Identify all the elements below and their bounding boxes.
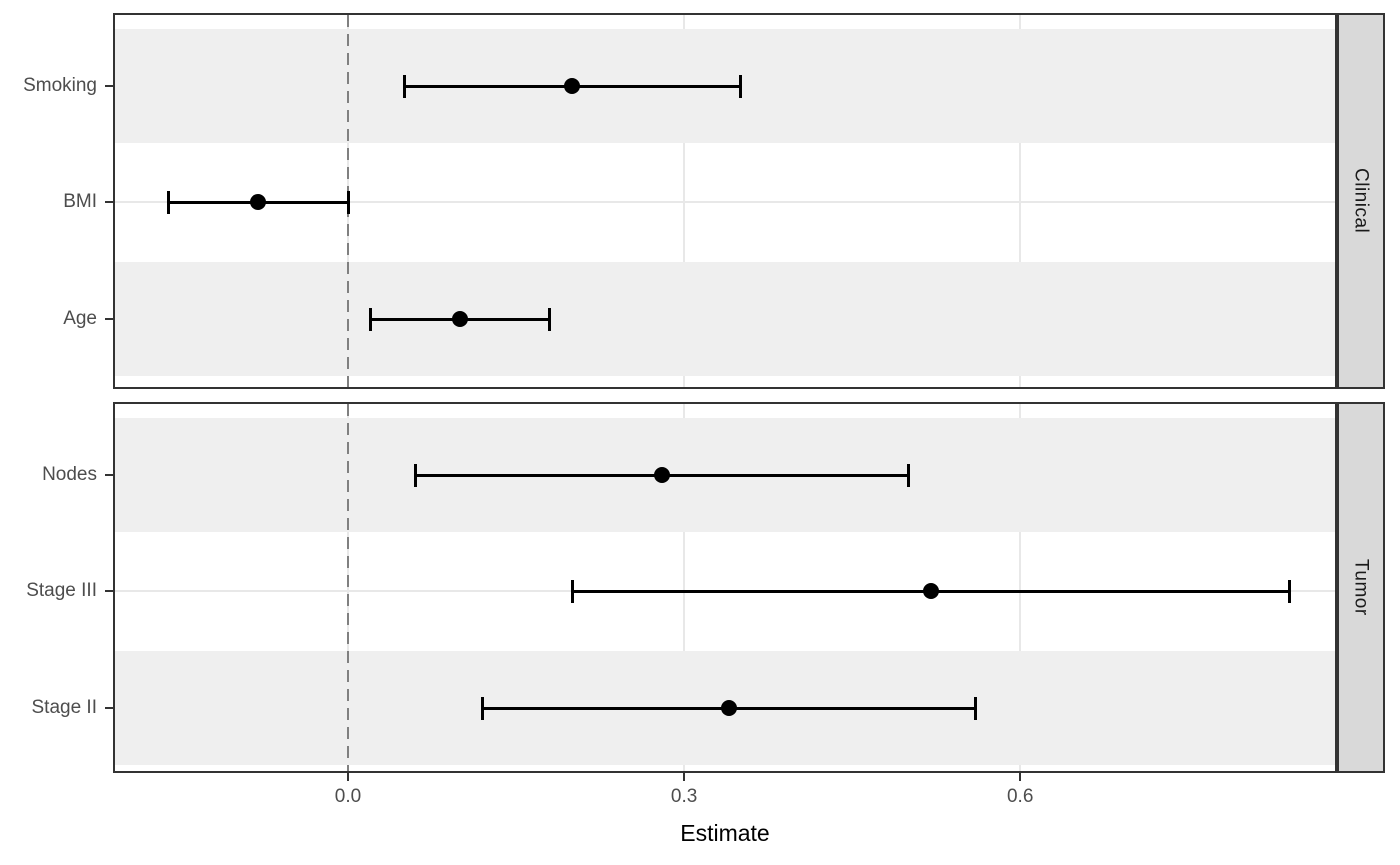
gridline-x: [1019, 404, 1022, 771]
zero-reference-line: [347, 404, 350, 771]
point-estimate: [564, 78, 581, 94]
y-axis-label: Stage II: [31, 697, 98, 718]
error-bar-cap-right: [973, 696, 977, 720]
x-axis-tick: [1019, 773, 1022, 781]
point-estimate: [250, 194, 267, 210]
y-axis-label: Nodes: [42, 464, 97, 485]
facet-panel-clinical: [113, 13, 1337, 389]
error-bar-cap-left: [368, 307, 372, 331]
error-bar-cap-left: [167, 190, 171, 214]
facet-strip-tumor: Tumor: [1337, 402, 1385, 773]
gridline-y: [115, 201, 1335, 203]
facet-panel-tumor: [113, 402, 1337, 773]
error-bar-cap-right: [346, 190, 350, 214]
y-axis-tick: [105, 85, 113, 87]
error-bar-cap-right: [906, 463, 910, 487]
error-bar-cap-right: [1287, 579, 1291, 603]
point-estimate: [720, 700, 737, 716]
y-axis-tick: [105, 590, 113, 592]
x-axis-tick-label: 0.0: [334, 786, 362, 807]
error-bar-cap-left: [402, 74, 406, 98]
row-stripe: [115, 262, 1335, 376]
x-axis-tick-label: 0.3: [670, 786, 698, 807]
y-axis-label: Stage III: [26, 580, 97, 601]
error-bar-cap-right: [738, 74, 742, 98]
facet-strip-label: Tumor: [1350, 559, 1372, 616]
y-axis-tick: [105, 707, 113, 709]
y-axis-tick: [105, 318, 113, 320]
point-estimate: [653, 467, 670, 483]
y-axis-label: BMI: [63, 191, 97, 212]
facet-strip-label: Clinical: [1350, 168, 1372, 234]
point-estimate: [922, 583, 939, 599]
y-axis-tick: [105, 474, 113, 476]
point-estimate: [452, 311, 469, 327]
y-axis-label: Age: [63, 308, 97, 329]
error-bar-cap-right: [548, 307, 552, 331]
x-axis-tick-label: 0.6: [1006, 786, 1034, 807]
y-axis-tick: [105, 201, 113, 203]
gridline-x: [683, 404, 686, 771]
error-bar-cap-left: [480, 696, 484, 720]
x-axis-tick: [347, 773, 350, 781]
facet-strip-clinical: Clinical: [1337, 13, 1385, 389]
error-bar-cap-left: [413, 463, 417, 487]
x-axis-title: Estimate: [680, 820, 770, 846]
y-axis-label: Smoking: [23, 75, 97, 96]
x-axis-tick: [683, 773, 686, 781]
error-bar-cap-left: [570, 579, 574, 603]
